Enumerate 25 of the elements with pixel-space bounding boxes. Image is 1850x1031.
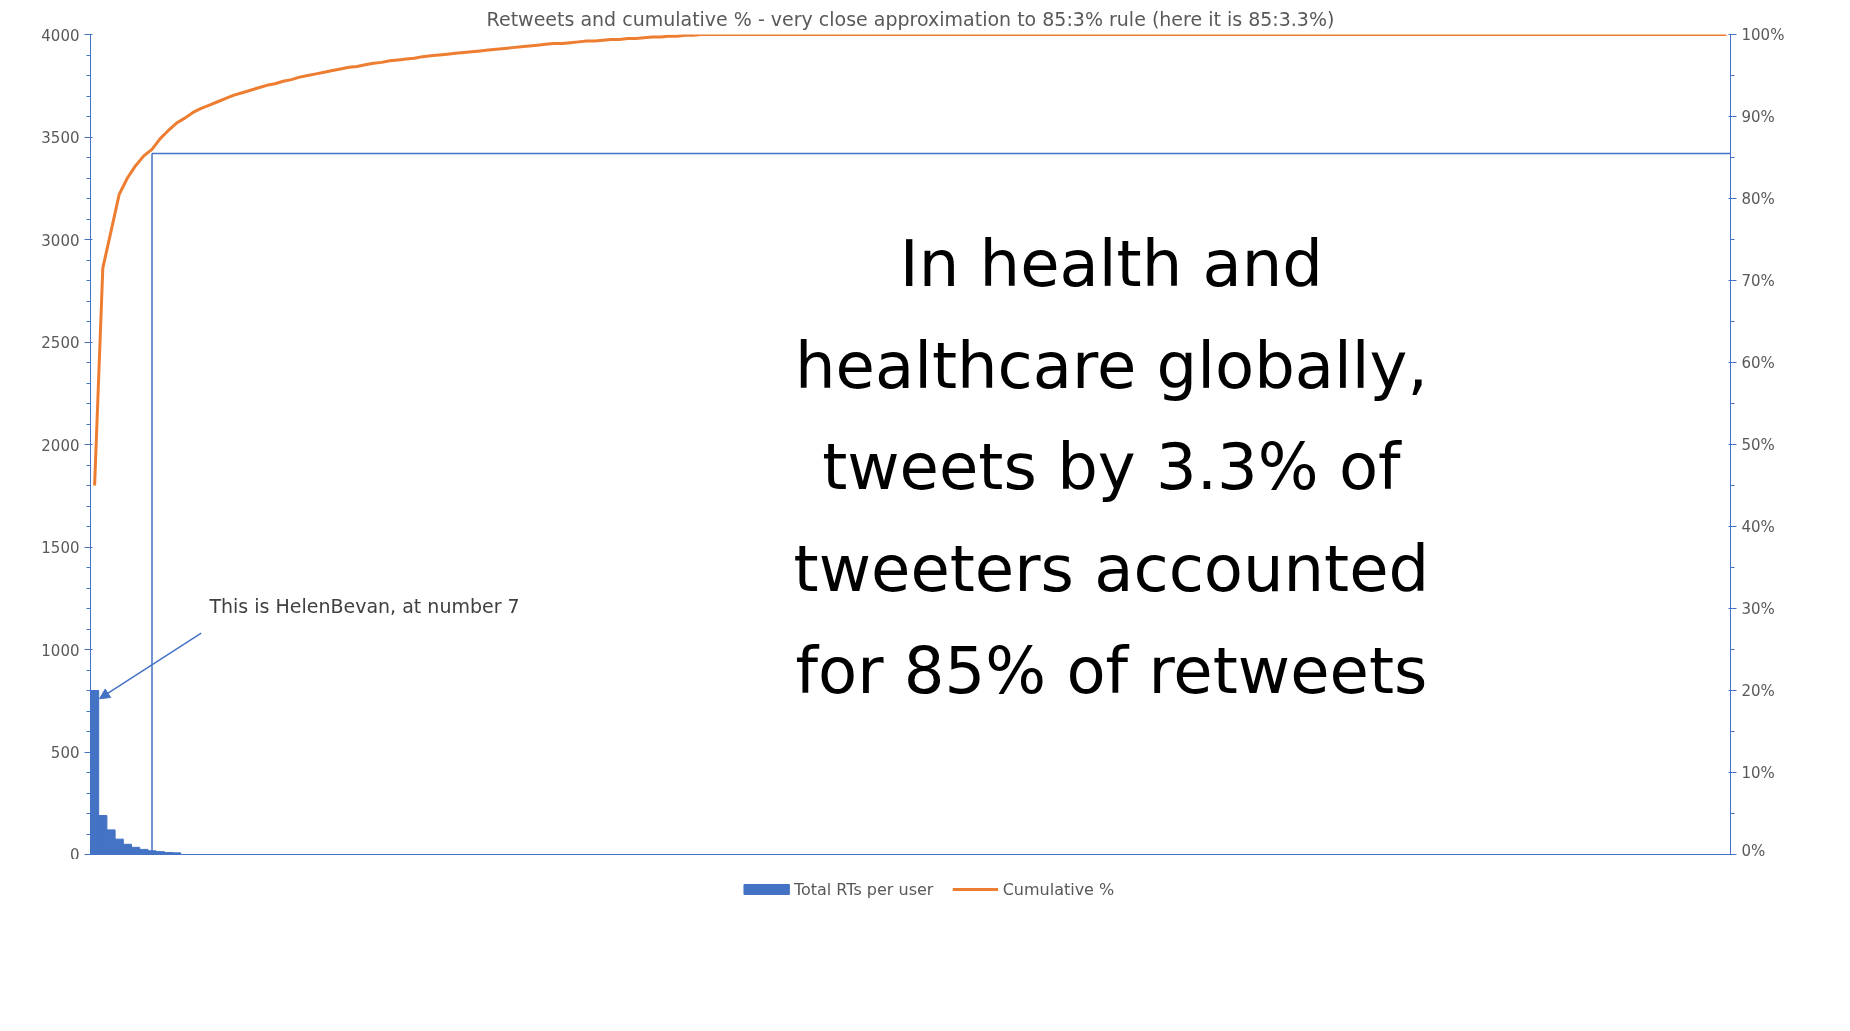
y-tick-label: 1500	[41, 539, 80, 557]
legend-label: Total RTs per user	[792, 880, 934, 899]
y-tick-label: 1000	[41, 641, 80, 660]
y2-tick-label: 10%	[1741, 763, 1775, 782]
y2-tick-label: 80%	[1741, 189, 1775, 208]
y-tick-label: 3500	[41, 129, 80, 147]
y2-tick-label: 60%	[1741, 353, 1775, 372]
y2-tick-label: 20%	[1741, 681, 1775, 700]
legend-label: Cumulative %	[1002, 880, 1115, 899]
y-tick-label: 2500	[41, 334, 80, 352]
annotation: This is HelenBevan, at number 7	[208, 594, 520, 617]
y-tick-label: 2000	[41, 436, 80, 455]
y2-tick-label: 100%	[1741, 25, 1785, 44]
chart-title: Retweets and cumulative % - very close approximation to 85:3% rule (here it is 85:3.3%)	[486, 7, 1335, 30]
y2-tick-label: 90%	[1741, 107, 1775, 126]
y2-tick-label: 70%	[1741, 271, 1775, 290]
y2-tick-label: 0%	[1741, 841, 1766, 860]
y-tick-label: 500	[50, 744, 80, 762]
y2-tick-label: 40%	[1741, 517, 1775, 536]
y-tick-label: 3000	[41, 231, 80, 250]
y-tick-label: 4000	[41, 26, 80, 45]
annotation: In health and healthcare globally, tweets by 3.3% of tweeters accounted for 85% of retweets	[793, 227, 1430, 708]
y-tick-label: 0	[69, 845, 80, 864]
y2-tick-label: 30%	[1741, 599, 1775, 618]
y2-tick-label: 50%	[1741, 435, 1775, 454]
